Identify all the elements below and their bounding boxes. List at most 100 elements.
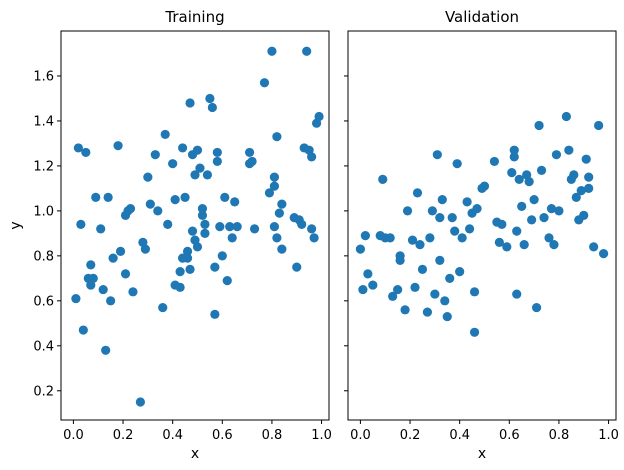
validation-point	[422, 307, 433, 317]
training-point	[272, 233, 282, 243]
validation-point	[407, 235, 418, 245]
training-point	[71, 293, 81, 304]
validation-point	[472, 204, 482, 214]
validation-point	[581, 154, 591, 164]
training-point	[230, 197, 240, 207]
validation-x-tick-label: 0.2	[400, 428, 421, 443]
training-x-tick-label: 0.0	[63, 428, 84, 443]
training-point	[143, 172, 153, 182]
training-point	[177, 143, 188, 153]
validation-point	[455, 266, 465, 277]
training-axes-frame	[60, 30, 330, 421]
validation-point	[440, 296, 450, 306]
training-point	[212, 156, 222, 167]
training-point	[269, 222, 280, 232]
validation-point	[569, 170, 579, 180]
validation-point	[539, 213, 549, 223]
training-point	[247, 156, 257, 167]
validation-point	[393, 284, 403, 295]
validation-point	[415, 240, 425, 250]
training-point	[302, 46, 312, 56]
training-point	[227, 233, 237, 243]
training-point	[195, 163, 205, 173]
training-x-tick-label: 0.6	[212, 428, 233, 443]
validation-point	[410, 282, 420, 292]
validation-x-axis-label: x	[478, 446, 486, 462]
validation-point	[527, 215, 537, 225]
training-point	[78, 325, 88, 335]
validation-point	[544, 233, 554, 243]
validation-point	[517, 201, 527, 211]
training-point	[292, 262, 302, 272]
training-point	[86, 260, 96, 270]
training-y-tick-label: 0.8	[33, 249, 54, 264]
validation-point	[435, 255, 445, 265]
training-x-tick-label: 0.8	[262, 428, 283, 443]
training-x-tick-label: 1.0	[311, 428, 332, 443]
training-point	[267, 46, 277, 56]
validation-panel: Validation x 0.0 0.2 0.4 0.6 0.8 1.0	[344, 8, 619, 462]
validation-point	[395, 255, 405, 265]
training-point	[163, 219, 173, 229]
validation-point	[554, 206, 564, 216]
training-point	[192, 242, 203, 252]
training-point	[160, 129, 170, 140]
validation-point	[584, 172, 594, 182]
validation-point	[512, 226, 522, 236]
validation-title: Validation	[445, 8, 519, 26]
training-point	[274, 208, 284, 218]
validation-point	[402, 206, 413, 216]
training-point	[264, 188, 275, 198]
validation-point	[549, 240, 559, 250]
validation-point	[576, 186, 586, 196]
validation-point	[509, 145, 519, 155]
validation-point	[589, 242, 599, 252]
validation-point	[435, 213, 445, 223]
validation-point	[378, 174, 388, 185]
training-y-tick-label: 1.6	[33, 69, 54, 84]
training-point	[269, 172, 280, 182]
training-point	[205, 93, 215, 104]
validation-point	[507, 168, 517, 178]
training-point	[192, 145, 203, 155]
training-point	[225, 222, 235, 232]
validation-axes-frame	[347, 30, 617, 421]
validation-point	[360, 231, 370, 241]
training-point	[153, 206, 163, 216]
training-point	[106, 296, 116, 306]
validation-point	[469, 287, 480, 297]
validation-point	[445, 273, 455, 283]
training-x-tick-label: 0.4	[162, 428, 183, 443]
training-x-tick-label: 0.2	[113, 428, 134, 443]
validation-point	[462, 197, 472, 207]
training-point	[272, 132, 282, 142]
validation-point	[469, 327, 480, 337]
training-point	[210, 309, 220, 319]
validation-point	[531, 302, 542, 313]
training-point	[175, 266, 185, 277]
validation-point	[551, 150, 562, 160]
training-point	[88, 273, 98, 283]
training-y-tick-label: 1.0	[33, 204, 54, 219]
training-point	[307, 224, 317, 234]
validation-point	[430, 289, 440, 299]
training-point	[212, 147, 222, 158]
validation-point	[579, 210, 589, 220]
training-point	[168, 159, 178, 169]
training-point	[200, 228, 210, 238]
validation-x-tick-label: 1.0	[598, 428, 619, 443]
training-point	[115, 246, 126, 256]
training-point	[145, 199, 155, 209]
training-title: Training	[164, 8, 224, 26]
training-point	[185, 264, 195, 274]
training-point	[207, 102, 217, 113]
validation-point	[417, 264, 428, 274]
training-point	[197, 210, 208, 220]
training-x-axis-label: x	[191, 446, 199, 462]
training-point	[269, 181, 280, 191]
training-point	[197, 204, 208, 214]
training-point	[76, 219, 86, 229]
training-point	[244, 147, 255, 158]
validation-point	[385, 233, 395, 243]
validation-x-tick-label: 0.4	[449, 428, 470, 443]
